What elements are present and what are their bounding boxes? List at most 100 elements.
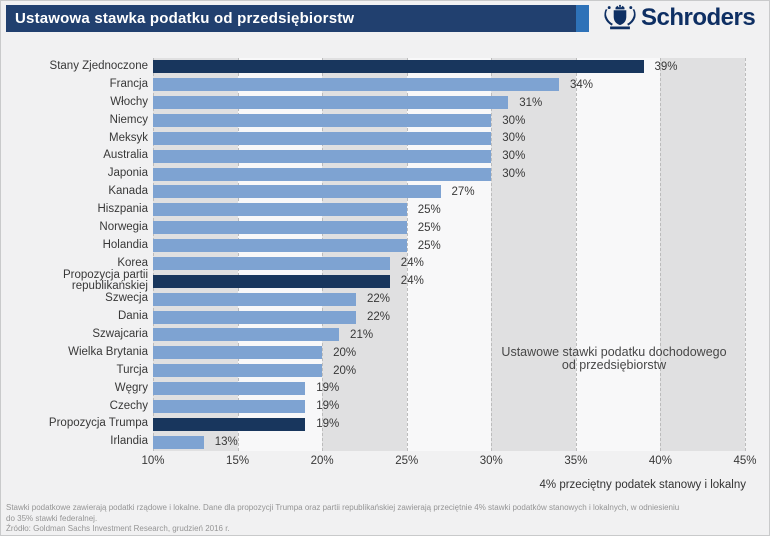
bar-czechy (153, 399, 306, 413)
value-label: 13% (214, 436, 238, 449)
bar-wielka-brytania (153, 346, 323, 360)
annotation-line-1: Ustawowe stawki podatku dochodowego (501, 345, 727, 359)
value-label: 22% (366, 293, 390, 306)
category-label: Turcja (116, 363, 148, 376)
category-label: Holandia (102, 238, 148, 251)
bar-hiszpania (153, 203, 407, 217)
schroders-crest-icon (604, 4, 636, 30)
footnote-line-1: Stawki podatkowe zawierają podatki rządo… (6, 503, 680, 512)
bar-dania (153, 310, 356, 324)
value-label: 39% (654, 60, 678, 73)
value-label: 19% (316, 418, 340, 431)
gridline (322, 58, 324, 451)
page-title: Ustawowa stawka podatku od przedsiębiors… (15, 10, 355, 27)
category-label: Stany Zjednoczone (49, 60, 148, 73)
value-label: 25% (417, 203, 441, 216)
bar-szwecja (153, 292, 356, 306)
value-label: 34% (569, 78, 593, 91)
background-band (575, 58, 661, 451)
brand-logo: Schroders (602, 3, 756, 32)
bar-szwajcaria (153, 328, 340, 342)
bar-australia (153, 149, 492, 163)
category-label: Hiszpania (97, 203, 149, 216)
category-label: Niemcy (109, 113, 148, 126)
bar-kanada (153, 185, 441, 199)
category-label: Australia (103, 149, 148, 162)
bar-stany-zjednoczone (153, 60, 644, 74)
bar-węgry (153, 381, 306, 395)
bar-niemcy (153, 114, 492, 128)
bar-meksyk (153, 131, 492, 145)
bar-turcja (153, 364, 323, 378)
value-label: 25% (417, 239, 441, 252)
value-label: 30% (502, 132, 526, 145)
category-label: Japonia (107, 167, 148, 180)
bar-japonia (153, 167, 492, 181)
brand-wordmark: Schroders (641, 3, 756, 31)
footnote-source: Źródło: Goldman Sachs Investment Researc… (6, 524, 230, 533)
bar-francja (153, 78, 559, 92)
background-band (660, 58, 745, 451)
category-label: Kanada (108, 185, 148, 198)
bar-norwegia (153, 221, 407, 235)
value-label: 19% (316, 382, 340, 395)
chart-title-bar: Ustawowa stawka podatku od przedsiębiors… (6, 5, 589, 32)
value-label: 20% (333, 364, 357, 377)
value-label: 30% (502, 168, 526, 181)
value-label: 24% (400, 275, 424, 288)
value-label: 30% (502, 150, 526, 163)
value-label: 27% (451, 185, 475, 198)
category-label: Węgry (114, 381, 148, 394)
gridline (237, 58, 239, 451)
category-label: Dania (117, 310, 148, 323)
value-label: 25% (417, 221, 441, 234)
x-tick-label: 25% (395, 455, 419, 467)
footnotes: Stawki podatkowe zawierają podatki rządo… (6, 503, 768, 535)
value-label: 24% (400, 257, 424, 270)
gridline (153, 58, 154, 451)
gridline (660, 58, 662, 451)
category-label: Irlandia (110, 435, 148, 448)
chart-annotation: Ustawowe stawki podatku dochodowego od p… (489, 346, 739, 372)
value-label: 21% (350, 328, 374, 341)
x-tick-label: 20% (310, 455, 334, 467)
category-label: Korea (117, 256, 148, 269)
x-tick-label: 10% (141, 455, 165, 467)
category-label: Czechy (109, 399, 148, 412)
x-tick-label: 15% (226, 455, 250, 467)
x-axis-label: 4% przeciętny podatek stanowy i lokalny (539, 479, 746, 491)
bar-propozycja-trumpa (153, 417, 306, 431)
category-label: Propozycja Trumpa (48, 417, 148, 430)
bar-włochy (153, 96, 509, 110)
x-tick-label: 30% (479, 455, 503, 467)
bar-irlandia (153, 435, 204, 449)
category-label: Wielka Brytania (68, 345, 148, 358)
bar-korea (153, 256, 390, 270)
category-label: Norwegia (99, 220, 148, 233)
category-label: Szwecja (105, 292, 148, 305)
annotation-line-2: od przedsiębiorstw (561, 358, 667, 372)
x-tick-label: 40% (648, 455, 672, 467)
value-label: 31% (519, 96, 543, 109)
background-band (491, 58, 576, 451)
category-label: Francja (109, 78, 148, 91)
value-label: 19% (316, 400, 340, 413)
bar-holandia (153, 239, 407, 253)
footnote-line-2: do 35% stawki federalnej. (6, 513, 98, 523)
gridline (745, 58, 746, 451)
category-label: Meksyk (109, 131, 148, 144)
category-label: Szwajcaria (92, 328, 148, 341)
value-label: 30% (502, 114, 526, 127)
value-label: 22% (366, 311, 390, 323)
gridline (575, 58, 577, 451)
gridline (491, 58, 493, 451)
value-label: 20% (333, 346, 357, 359)
gridline (406, 58, 408, 451)
x-tick-label: 35% (564, 455, 588, 467)
title-bar-accent (576, 5, 589, 32)
category-label: Włochy (110, 95, 148, 108)
category-label: Propozycja partii republikańskiej (62, 268, 148, 293)
x-tick-label: 45% (733, 455, 757, 467)
bar-propozycja-partii-republikańskiej (153, 274, 390, 288)
